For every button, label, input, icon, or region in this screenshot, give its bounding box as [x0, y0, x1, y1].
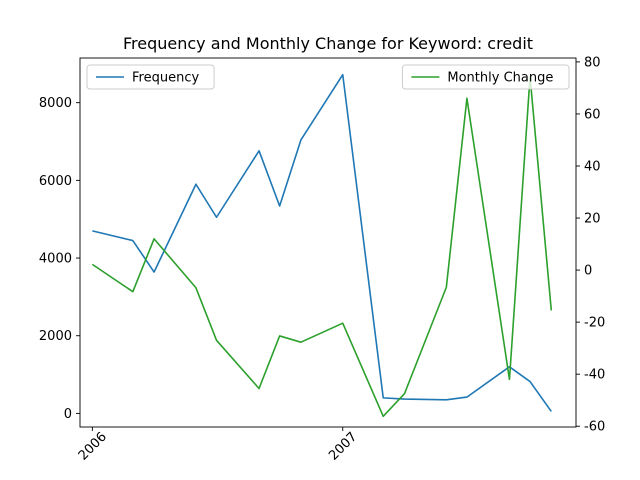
right-axis-tick-label: -20 [584, 316, 605, 331]
legend-box [86, 64, 215, 90]
left-axis-tick-label: 6000 [39, 174, 72, 189]
right-axis-tick-label: 60 [584, 107, 601, 122]
legend-upper-left: Frequency [86, 64, 215, 90]
left-axis-tick-label: 2000 [39, 329, 72, 344]
x-axis-tick-label: 2007 [326, 430, 360, 464]
chart-title: Frequency and Monthly Change for Keyword… [123, 34, 533, 53]
left-axis-tick-label: 4000 [39, 252, 72, 267]
right-axis-tick-label: 0 [584, 264, 592, 279]
legend-label: Monthly Change [447, 71, 553, 86]
series-line-monthly-change [91, 75, 553, 418]
series-line-frequency [92, 73, 552, 412]
right-axis-tick-label: -40 [584, 368, 605, 383]
series-layer [91, 73, 553, 418]
left-axis-tick-label: 8000 [39, 96, 72, 111]
right-axis-tick-label: 80 [584, 55, 601, 70]
legend-layer: Frequency Monthly Change [86, 64, 570, 90]
right-axis-tick-label: 40 [584, 159, 601, 174]
legend-label: Frequency [132, 71, 199, 86]
legend-box [401, 64, 570, 90]
right-axis-tick-label: -60 [584, 420, 605, 435]
right-axis-tick-label: 20 [584, 212, 601, 227]
legend-upper-right: Monthly Change [401, 64, 570, 90]
x-axis-tick-label: 2006 [76, 430, 110, 464]
plot-frame [79, 57, 577, 428]
left-axis-tick-label: 0 [64, 407, 72, 422]
axes-layer: 0 2000 4000 6000 8000 -60 -40 -20 0 20 40 60 80 2006 2… [39, 55, 605, 463]
